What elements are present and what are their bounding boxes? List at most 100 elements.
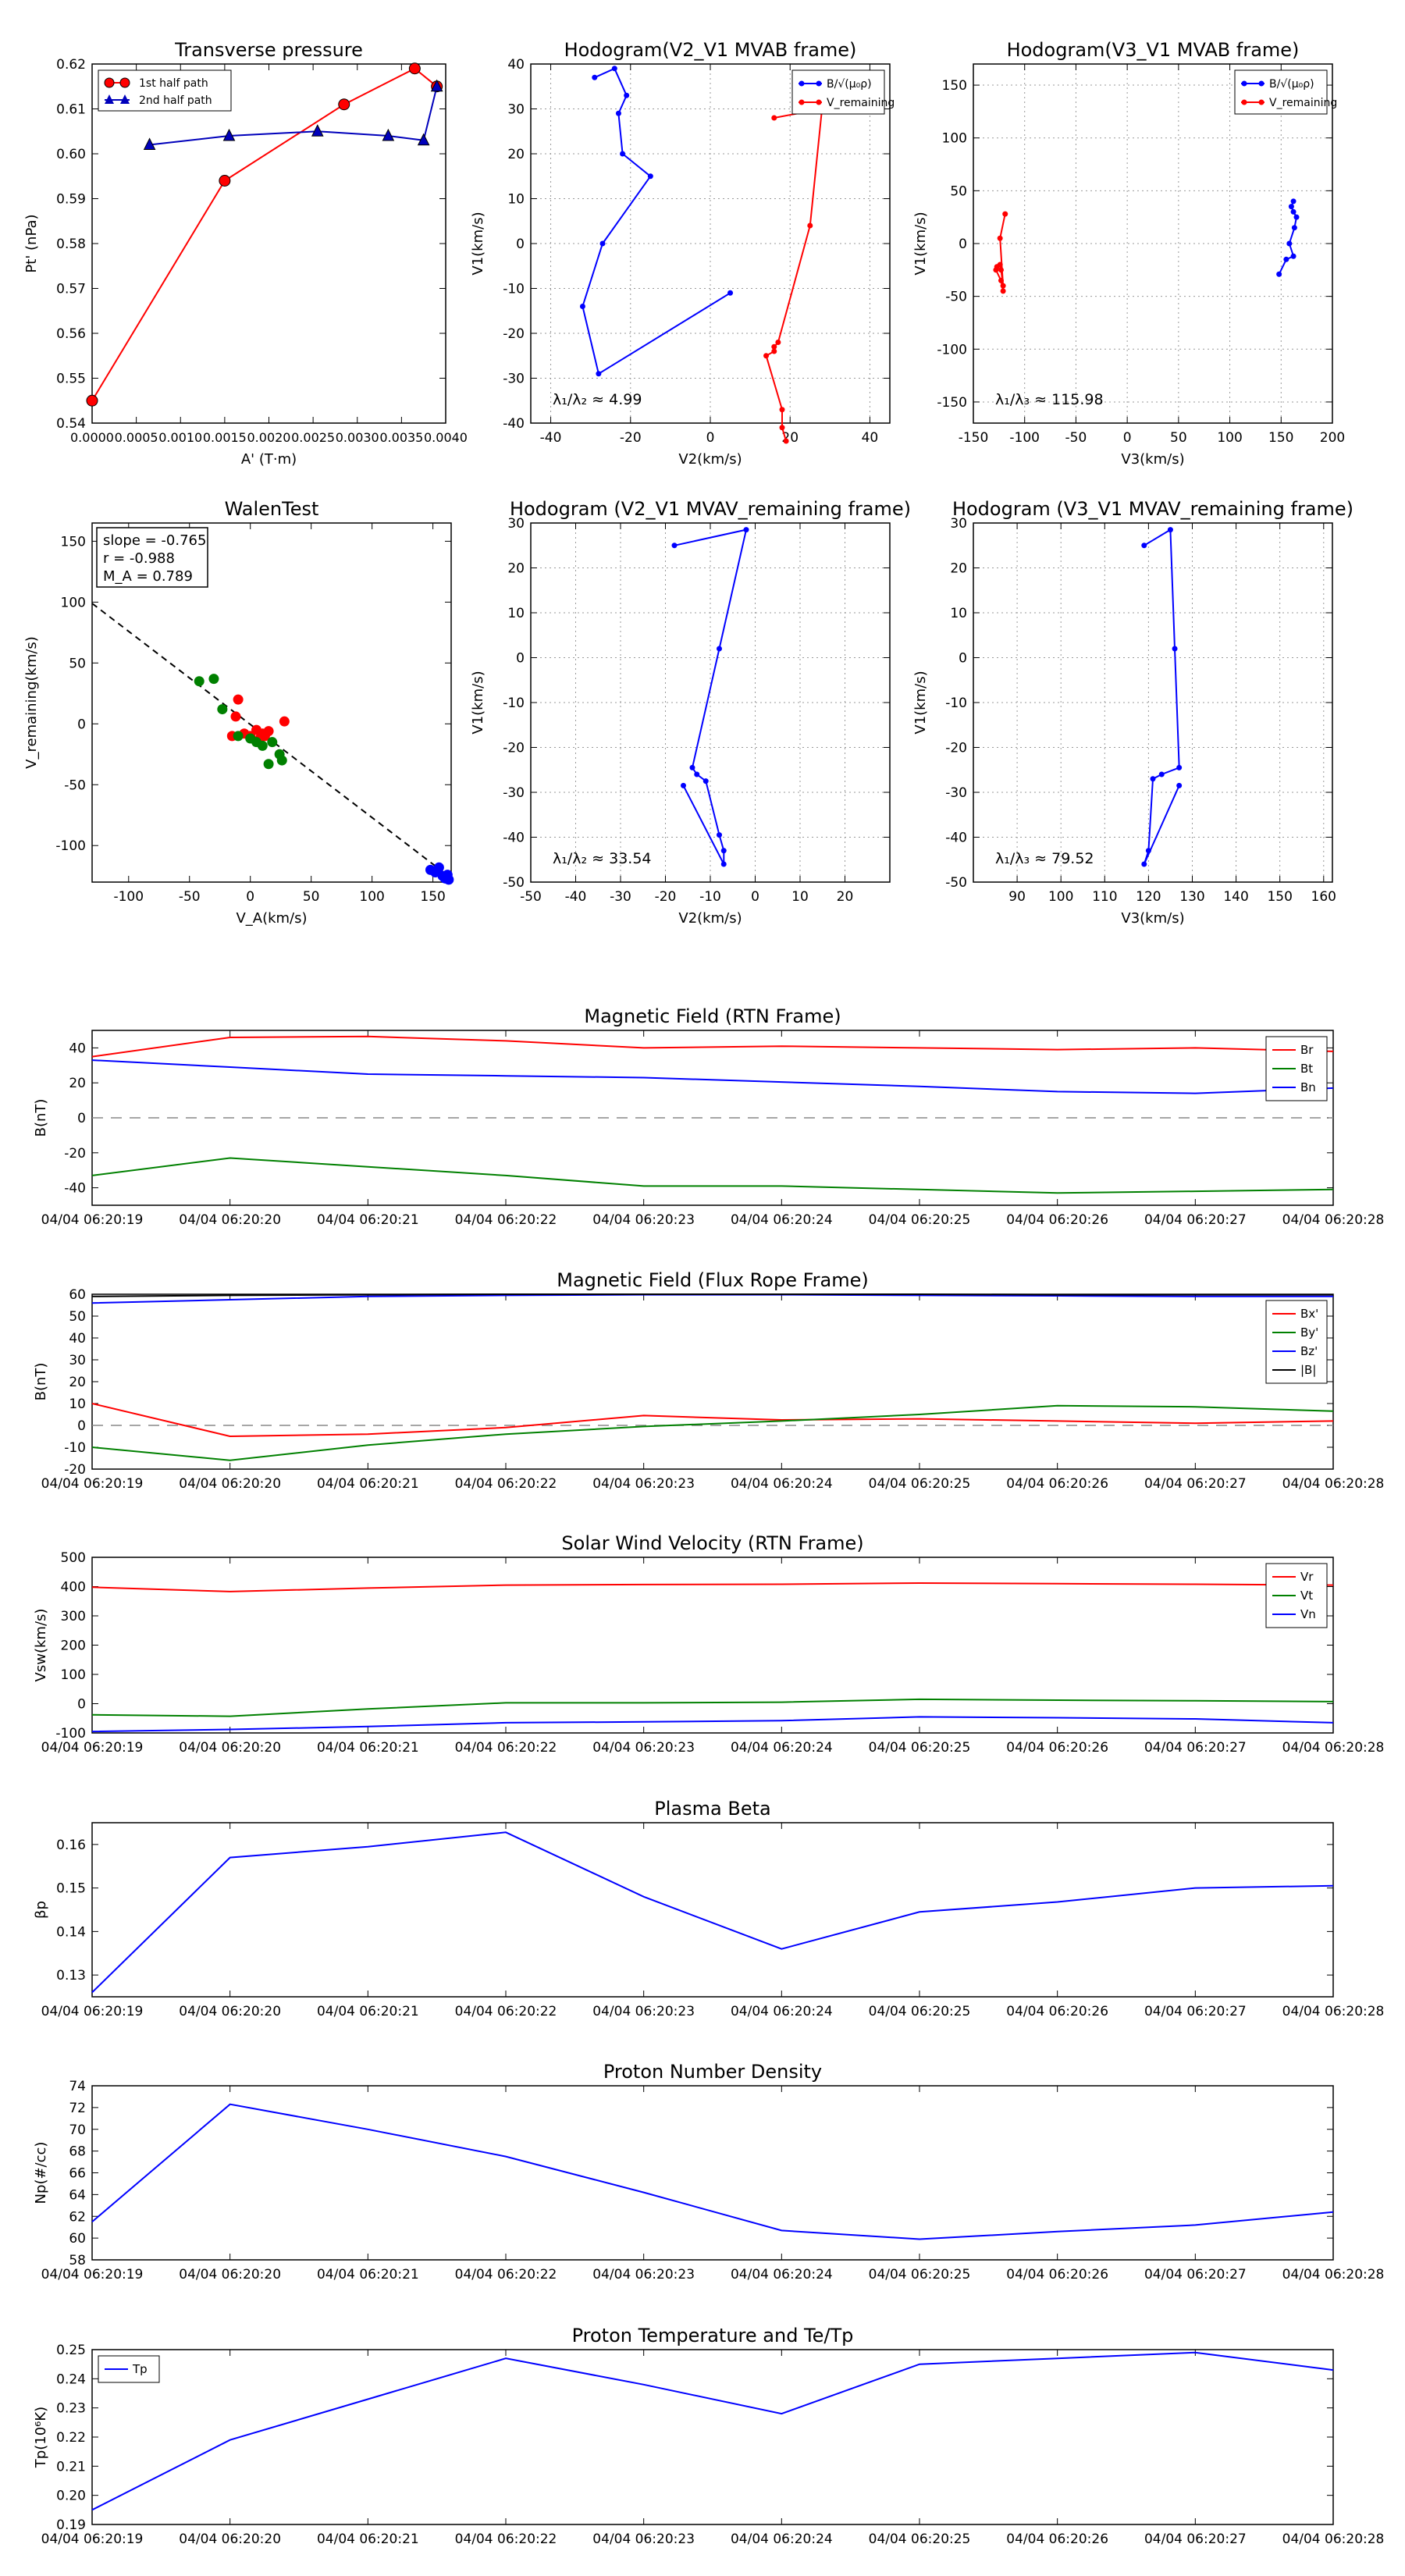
bmag-panel: 04/04 06:20:19 04/04 06:20:20 04/04 06:20:… [33, 1005, 1384, 1228]
chart-title: Solar Wind Velocity (RTN Frame) [561, 1532, 863, 1554]
y-axis-label: Tp(10⁶K) [33, 2407, 49, 2468]
data-point [771, 115, 777, 121]
y-tick-label: 30 [507, 102, 525, 118]
y-axis-label: Np(#/cc) [33, 2142, 49, 2204]
y-tick-label: 0.61 [56, 102, 86, 118]
series-line [91, 1403, 1334, 1438]
data-point [771, 348, 777, 354]
y-tick-label: 0 [77, 717, 86, 732]
x-tick-label: 0.0020 [247, 430, 291, 445]
legend-label: Vn [1300, 1607, 1316, 1621]
x-tick-label: 50 [1170, 430, 1187, 446]
x-tick-label: 04/04 06:20:27 [1144, 1476, 1247, 1492]
legend-label: 2nd half path [139, 94, 212, 107]
y-axis-label: B(nT) [33, 1363, 49, 1401]
x-tick-label: 04/04 06:20:22 [455, 2004, 557, 2019]
x-tick-label: 20 [837, 889, 854, 905]
data-point [1000, 283, 1006, 289]
x-tick-label: 04/04 06:20:19 [41, 1740, 144, 1756]
series-line-circle [91, 67, 438, 401]
y-tick-label: 0.60 [56, 147, 86, 162]
data-point [1150, 776, 1156, 782]
data-point [717, 832, 722, 838]
data-point [779, 407, 785, 413]
y-tick-label: 10 [507, 192, 525, 208]
y-tick-label: -50 [945, 875, 967, 891]
series-line [91, 1035, 1334, 1058]
x-tick-label: 04/04 06:20:28 [1282, 1476, 1385, 1492]
y-tick-label: 100 [942, 131, 967, 147]
y-tick-label: 20 [507, 561, 525, 577]
data-point [997, 235, 1003, 241]
y-tick-label: 0.13 [56, 1968, 86, 1984]
chart-title: Magnetic Field (Flux Rope Frame) [557, 1269, 868, 1291]
y-tick-label: -40 [64, 1181, 86, 1197]
y-tick-label: 30 [69, 1353, 86, 1368]
plot-frame [91, 63, 446, 424]
y-tick-label: -50 [945, 290, 967, 305]
series-line [91, 1293, 1333, 1304]
data-point [443, 874, 454, 885]
data-point [1290, 198, 1297, 205]
x-tick-label: 04/04 06:20:28 [1282, 2267, 1385, 2282]
y-tick-label: 20 [69, 1375, 86, 1390]
y-tick-label: -100 [55, 1726, 86, 1742]
data-point-triangle [382, 128, 395, 141]
data-point [997, 262, 1003, 268]
x-tick-label: 04/04 06:20:26 [1006, 2532, 1108, 2547]
chart-title: Proton Temperature and Te/Tp [572, 2325, 854, 2347]
data-point [217, 704, 228, 715]
x-tick-label: -30 [610, 889, 631, 905]
y-tick-label: 20 [507, 147, 525, 162]
y-tick-label: -100 [937, 342, 967, 358]
x-tick-label: -40 [540, 430, 562, 446]
x-tick-label: 04/04 06:20:23 [592, 2267, 695, 2282]
x-axis-label: A' (T·m) [241, 451, 297, 468]
plot-frame [91, 2085, 1334, 2261]
x-tick-label: 04/04 06:20:22 [455, 1476, 557, 1492]
chart-title: Hodogram (V2_V1 MVAV_remaining frame) [510, 498, 911, 520]
chart-title: Plasma Beta [654, 1798, 770, 1820]
legend-marker [1258, 99, 1264, 105]
h2r-panel: -50 -40 -30 -20 -10 0 10 20 -50 -40 -30 -20 -10 0 10 20… [470, 498, 911, 927]
x-tick-label: 04/04 06:20:21 [317, 1476, 419, 1492]
legend-label: |B| [1300, 1363, 1316, 1377]
y-tick-label: 0.55 [56, 372, 86, 387]
y-tick-label: 0 [77, 1697, 86, 1713]
x-tick-label: 04/04 06:20:20 [179, 1212, 281, 1228]
legend-marker [799, 99, 805, 105]
legend-marker-circle [104, 77, 115, 88]
x-tick-label: 04/04 06:20:28 [1282, 2532, 1385, 2547]
y-tick-label: 500 [61, 1550, 86, 1566]
x-tick-label: 04/04 06:20:19 [41, 2004, 144, 2019]
eigenvalue-ratio: λ₁/λ₂ ≈ 33.54 [553, 850, 652, 867]
x-tick-label: 04/04 06:20:28 [1282, 1212, 1385, 1228]
x-tick-label: 04/04 06:20:19 [41, 1212, 144, 1228]
x-tick-label: 04/04 06:20:23 [592, 2004, 695, 2019]
x-tick-label: 04/04 06:20:23 [592, 1740, 695, 1756]
data-point-circle [86, 394, 98, 407]
data-point [1276, 271, 1282, 277]
y-tick-label: 50 [69, 1309, 86, 1325]
y-tick-label: -20 [503, 741, 525, 756]
data-point [720, 861, 727, 867]
chart-title: Proton Number Density [603, 2061, 822, 2083]
series-line [91, 1059, 1334, 1094]
x-tick-label: 04/04 06:20:21 [317, 2532, 419, 2547]
x-tick-label: 04/04 06:20:25 [869, 1476, 971, 1492]
x-tick-label: -20 [655, 889, 677, 905]
chart-title: Hodogram(V3_V1 MVAB frame) [1007, 39, 1300, 61]
data-point [579, 304, 585, 309]
y-tick-label: 0.57 [56, 282, 86, 297]
x-tick-label: 0.0010 [158, 430, 202, 445]
y-tick-label: 0.15 [56, 1881, 86, 1897]
y-tick-label: 50 [950, 183, 967, 199]
x-tick-label: 04/04 06:20:20 [179, 2532, 281, 2547]
x-tick-label: 04/04 06:20:22 [455, 1740, 557, 1756]
y-tick-label: -10 [503, 282, 525, 297]
bfr-panel: 04/04 06:20:19 04/04 06:20:20 04/04 06:20:… [33, 1269, 1384, 1492]
y-tick-label: -100 [55, 838, 86, 854]
x-tick-label: 04/04 06:20:24 [731, 1476, 833, 1492]
legend-marker [799, 80, 805, 87]
series-line [91, 2103, 1334, 2240]
